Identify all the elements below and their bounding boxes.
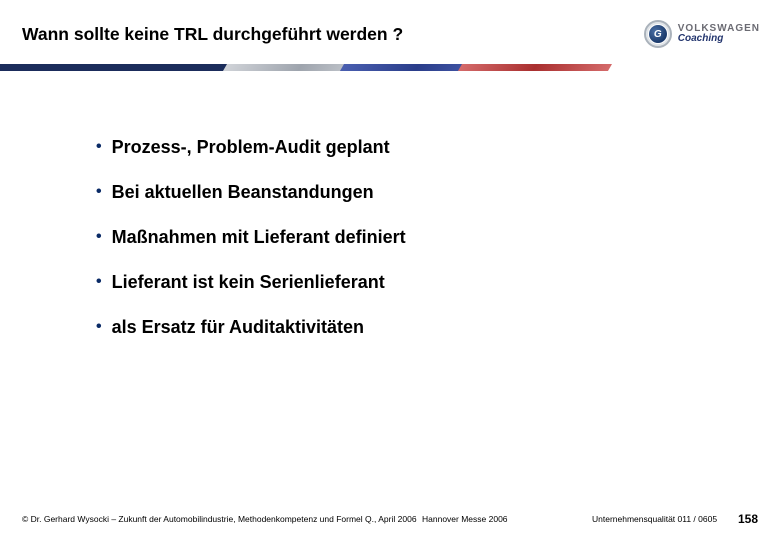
bullet-dot-icon: • — [96, 226, 102, 248]
logo-glyph: G — [649, 25, 667, 43]
footer-copyright: © Dr. Gerhard Wysocki – Zukunft der Auto… — [22, 514, 417, 524]
bullet-text: als Ersatz für Auditaktivitäten — [112, 316, 364, 338]
logo-text: VOLKSWAGEN Coaching — [678, 24, 760, 44]
bullet-text: Lieferant ist kein Serienlieferant — [112, 271, 385, 293]
list-item: • Lieferant ist kein Serienlieferant — [96, 271, 720, 293]
slide-title: Wann sollte keine TRL durchgeführt werde… — [22, 24, 403, 45]
bullet-text: Maßnahmen mit Lieferant definiert — [112, 226, 406, 248]
bullet-text: Prozess-, Problem-Audit geplant — [112, 136, 390, 158]
footer-event: Hannover Messe 2006 — [422, 514, 508, 524]
list-item: • Prozess-, Problem-Audit geplant — [96, 136, 720, 158]
header-stripes — [0, 60, 780, 72]
brand-logo: G VOLKSWAGEN Coaching — [644, 20, 760, 48]
bullet-dot-icon: • — [96, 271, 102, 293]
bullet-list: • Prozess-, Problem-Audit geplant • Bei … — [96, 136, 720, 361]
footer-page-number: 158 — [738, 512, 758, 526]
logo-sub: Coaching — [678, 34, 760, 44]
list-item: • Maßnahmen mit Lieferant definiert — [96, 226, 720, 248]
bullet-text: Bei aktuellen Beanstandungen — [112, 181, 374, 203]
stripe-navy — [0, 64, 250, 71]
bullet-dot-icon: • — [96, 316, 102, 338]
bullet-dot-icon: • — [96, 136, 102, 158]
list-item: • als Ersatz für Auditaktivitäten — [96, 316, 720, 338]
stripe-red — [458, 64, 612, 71]
footer: © Dr. Gerhard Wysocki – Zukunft der Auto… — [22, 514, 758, 524]
footer-doc-ref: Unternehmensqualität 011 / 0605 — [592, 514, 717, 524]
bullet-dot-icon: • — [96, 181, 102, 203]
list-item: • Bei aktuellen Beanstandungen — [96, 181, 720, 203]
logo-badge: G — [644, 20, 672, 48]
